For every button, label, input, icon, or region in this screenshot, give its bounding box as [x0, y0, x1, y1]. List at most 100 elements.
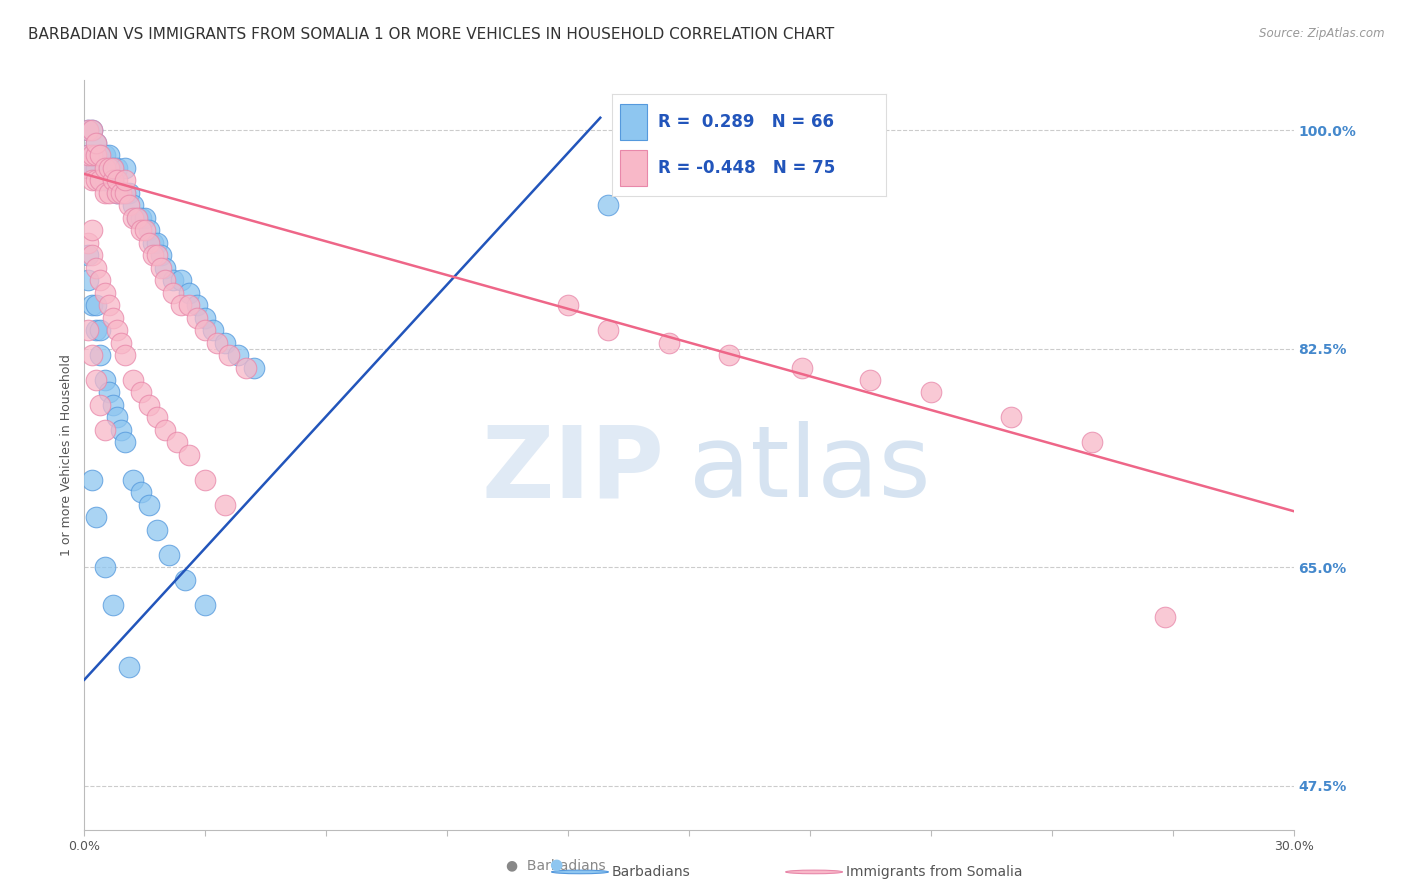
Text: Barbadians: Barbadians [612, 865, 690, 879]
Text: atlas: atlas [689, 421, 931, 518]
Point [86, 173, 108, 187]
Point [93, 560, 115, 574]
Point [86, 148, 108, 162]
Point [77, 123, 100, 137]
Point [153, 273, 176, 287]
Point [105, 186, 128, 200]
Circle shape [786, 870, 842, 874]
Point [114, 173, 136, 187]
Point [157, 548, 180, 562]
Text: ZIP: ZIP [482, 421, 665, 518]
Point [110, 423, 132, 437]
Point [859, 373, 882, 387]
Point [207, 335, 229, 350]
Point [93, 161, 115, 175]
Point [138, 398, 160, 412]
Point [93, 285, 115, 300]
Point [598, 323, 620, 337]
Point [179, 285, 201, 300]
Point [129, 211, 152, 225]
Point [105, 173, 128, 187]
Point [598, 198, 620, 212]
Point [153, 423, 176, 437]
Point [146, 523, 169, 537]
Point [194, 598, 217, 612]
Point [557, 298, 579, 312]
Point [77, 273, 100, 287]
Point [86, 260, 108, 275]
Point [89, 148, 111, 162]
Point [134, 211, 156, 225]
Point [97, 298, 120, 312]
Point [110, 186, 132, 200]
Point [82, 123, 104, 137]
Point [93, 173, 115, 187]
Text: ●: ● [548, 857, 562, 872]
Point [138, 235, 160, 250]
Point [82, 298, 104, 312]
Point [101, 161, 124, 175]
Point [149, 248, 172, 262]
Point [235, 360, 257, 375]
Point [86, 136, 108, 150]
Point [170, 298, 193, 312]
Point [77, 248, 100, 262]
Point [121, 473, 143, 487]
Point [89, 398, 111, 412]
Point [110, 335, 132, 350]
Bar [620, 150, 647, 186]
Point [89, 148, 111, 162]
Point [121, 373, 143, 387]
Point [82, 148, 104, 162]
Point [77, 161, 100, 175]
Point [105, 410, 128, 425]
Point [170, 273, 193, 287]
Point [77, 123, 100, 137]
Point [146, 248, 169, 262]
Point [174, 573, 197, 587]
Point [93, 148, 115, 162]
Point [186, 298, 208, 312]
Point [1000, 410, 1022, 425]
Point [162, 273, 184, 287]
Point [110, 186, 132, 200]
Point [138, 223, 160, 237]
Point [194, 473, 217, 487]
Point [93, 373, 115, 387]
Point [153, 260, 176, 275]
Point [97, 148, 120, 162]
Point [82, 173, 104, 187]
Point [86, 136, 108, 150]
Point [101, 173, 124, 187]
Point [101, 173, 124, 187]
Point [1153, 610, 1175, 624]
Point [86, 373, 108, 387]
Point [214, 335, 236, 350]
Point [82, 223, 104, 237]
Point [114, 186, 136, 200]
Point [86, 161, 108, 175]
Point [77, 323, 100, 337]
Point [86, 298, 108, 312]
Point [93, 186, 115, 200]
Point [121, 198, 143, 212]
Point [138, 498, 160, 512]
Point [77, 161, 100, 175]
Point [101, 398, 124, 412]
Point [194, 310, 217, 325]
Point [118, 186, 141, 200]
Point [82, 473, 104, 487]
Point [97, 173, 120, 187]
Point [114, 348, 136, 362]
Point [129, 385, 152, 400]
Point [162, 285, 184, 300]
Point [202, 323, 225, 337]
Point [77, 148, 100, 162]
Text: BARBADIAN VS IMMIGRANTS FROM SOMALIA 1 OR MORE VEHICLES IN HOUSEHOLD CORRELATION: BARBADIAN VS IMMIGRANTS FROM SOMALIA 1 O… [28, 27, 834, 42]
Point [142, 235, 165, 250]
Point [166, 435, 188, 450]
Point [194, 323, 217, 337]
Point [658, 335, 681, 350]
Point [214, 498, 236, 512]
Point [82, 148, 104, 162]
